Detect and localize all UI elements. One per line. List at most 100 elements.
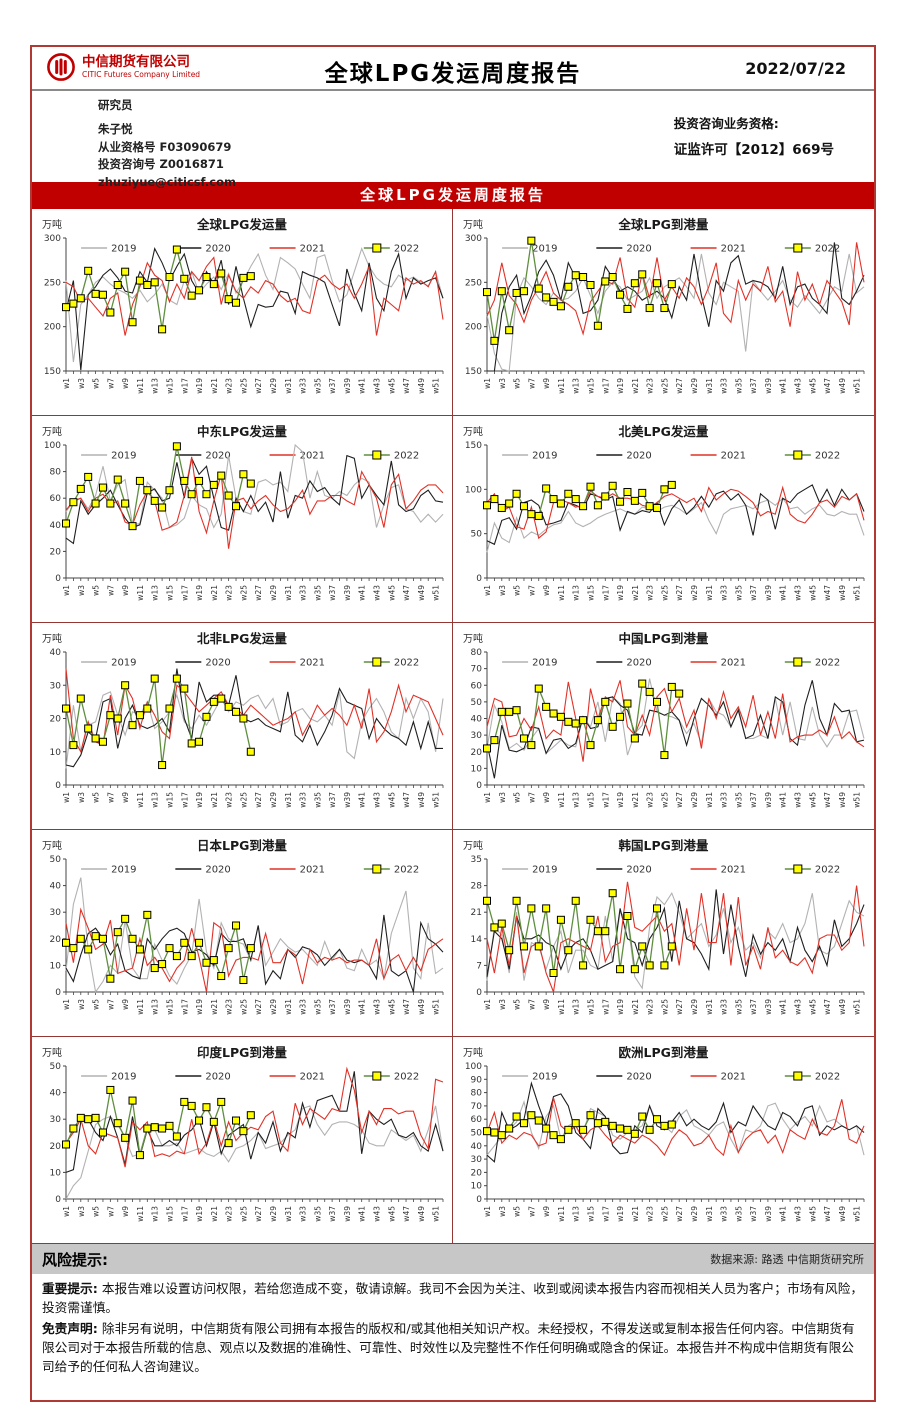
svg-text:w49: w49 <box>838 378 847 394</box>
report-header: 中信期货有限公司 CITIC Futures Company Limited 全… <box>32 47 874 91</box>
svg-text:w17: w17 <box>180 585 189 601</box>
svg-text:w11: w11 <box>557 378 566 394</box>
svg-text:w25: w25 <box>239 999 248 1015</box>
svg-text:w45: w45 <box>808 792 817 808</box>
svg-text:40: 40 <box>50 648 62 658</box>
svg-text:2021: 2021 <box>300 1072 325 1083</box>
svg-text:w35: w35 <box>313 792 322 808</box>
y-axis-unit: 万吨 <box>42 634 62 645</box>
svg-text:w3: w3 <box>498 1206 507 1217</box>
svg-text:w29: w29 <box>690 585 699 601</box>
svg-text:w5: w5 <box>513 378 522 389</box>
svg-text:20: 20 <box>471 1168 483 1178</box>
svg-text:2021: 2021 <box>300 244 325 255</box>
svg-text:w11: w11 <box>136 585 145 601</box>
svg-text:0: 0 <box>476 988 482 998</box>
svg-text:w15: w15 <box>165 1206 174 1222</box>
important-notice-text: 本报告难以设置访问权限，若给您造成不变，敬请谅解。我司不会因为关注、收到或阅读本… <box>42 1281 864 1316</box>
svg-text:w27: w27 <box>675 999 684 1015</box>
svg-text:2022: 2022 <box>394 451 419 462</box>
svg-text:w25: w25 <box>660 585 669 601</box>
svg-text:40: 40 <box>471 715 483 725</box>
svg-text:w1: w1 <box>62 792 71 803</box>
svg-text:0: 0 <box>55 988 61 998</box>
line-chart: 0 10 20 30 40 50 w1 w3 w5 w7 w9 w11 w13 w15 w17 w19 w21 w… <box>32 854 452 1030</box>
svg-text:w43: w43 <box>372 585 381 601</box>
svg-text:w11: w11 <box>557 1206 566 1222</box>
y-axis-unit: 万吨 <box>42 427 62 438</box>
svg-text:w5: w5 <box>513 585 522 596</box>
svg-text:w47: w47 <box>823 999 832 1015</box>
svg-text:w13: w13 <box>151 999 160 1015</box>
svg-text:100: 100 <box>465 485 482 495</box>
svg-text:w21: w21 <box>631 999 640 1015</box>
svg-text:w49: w49 <box>838 585 847 601</box>
researcher-name: 朱子悦 <box>98 121 133 136</box>
svg-text:w33: w33 <box>299 1206 308 1222</box>
svg-text:w17: w17 <box>180 999 189 1015</box>
line-chart: 0 10 20 30 40 50 60 70 80 90 100 w1 w3 w5 w7 w9 w11 w13 w1… <box>453 1061 874 1237</box>
qualification-line1: 投资咨询业务资格: <box>673 116 779 131</box>
svg-text:w31: w31 <box>284 378 293 394</box>
chart-cell-northamerica-shipment: 万吨 北美LPG发运量 0 50 100 150 w1 w3 w5 w7 w9 w11 w13 w15… <box>453 416 874 623</box>
svg-text:w1: w1 <box>62 378 71 389</box>
svg-text:50: 50 <box>471 698 483 708</box>
svg-text:w21: w21 <box>210 792 219 808</box>
chart-title: 中东LPG发运量 <box>197 424 287 439</box>
svg-text:0: 0 <box>55 781 61 791</box>
chart-title: 北美LPG发运量 <box>618 424 709 439</box>
svg-text:50: 50 <box>50 1062 62 1072</box>
svg-text:2022: 2022 <box>815 1072 840 1083</box>
svg-text:w5: w5 <box>92 999 101 1010</box>
svg-text:0: 0 <box>476 781 482 791</box>
svg-text:w17: w17 <box>601 585 610 601</box>
line-chart: 0 10 20 30 40 50 w1 w3 w5 w7 w9 w11 w13 w15 w17 w19 w21 w… <box>32 1061 452 1237</box>
chart-cell-india-arrival: 万吨 印度LPG到港量 0 10 20 30 40 50 w1 w3 w5 w7 w9 w11 w13 w… <box>32 1037 453 1244</box>
svg-text:w27: w27 <box>675 792 684 808</box>
line-chart: 150 200 250 300 w1 w3 w5 w7 w9 w11 w13 w15 w17 w19 w21… <box>453 233 874 409</box>
svg-text:w39: w39 <box>343 1206 352 1222</box>
svg-text:30: 30 <box>50 1115 62 1125</box>
svg-text:10: 10 <box>50 961 62 971</box>
svg-text:w49: w49 <box>838 792 847 808</box>
svg-text:w3: w3 <box>498 378 507 389</box>
svg-text:w37: w37 <box>328 378 337 394</box>
svg-text:w17: w17 <box>180 378 189 394</box>
disclaimer: 免责声明: 除非另有说明，中信期货有限公司拥有本报告的版权和/或其他相关知识产权。… <box>42 1319 864 1376</box>
svg-text:w5: w5 <box>92 792 101 803</box>
svg-text:w33: w33 <box>299 999 308 1015</box>
svg-text:w7: w7 <box>106 585 115 596</box>
svg-text:w1: w1 <box>483 585 492 596</box>
svg-text:w9: w9 <box>121 585 130 596</box>
svg-text:w13: w13 <box>151 792 160 808</box>
svg-text:w35: w35 <box>734 378 743 394</box>
svg-text:w37: w37 <box>328 1206 337 1222</box>
svg-text:w45: w45 <box>387 585 396 601</box>
svg-text:w25: w25 <box>660 792 669 808</box>
svg-text:70: 70 <box>471 665 483 675</box>
svg-text:21: 21 <box>471 908 482 918</box>
svg-text:w23: w23 <box>646 378 655 394</box>
svg-text:w9: w9 <box>542 999 551 1010</box>
svg-text:w47: w47 <box>402 792 411 808</box>
svg-text:2021: 2021 <box>721 658 746 669</box>
svg-text:w31: w31 <box>705 1206 714 1222</box>
svg-text:w9: w9 <box>542 792 551 803</box>
line-chart: 150 200 250 300 w1 w3 w5 w7 w9 w11 w13 w15 w17 w19 w21… <box>32 233 452 409</box>
svg-text:2021: 2021 <box>721 244 746 255</box>
svg-text:w9: w9 <box>121 999 130 1010</box>
svg-text:w31: w31 <box>705 999 714 1015</box>
svg-text:w37: w37 <box>749 999 758 1015</box>
svg-text:2019: 2019 <box>532 1072 557 1083</box>
svg-text:w15: w15 <box>586 792 595 808</box>
svg-text:w1: w1 <box>483 1206 492 1217</box>
chart-title: 欧洲LPG到港量 <box>618 1045 709 1060</box>
chart-cell-china-arrival: 万吨 中国LPG到港量 0 10 20 30 40 50 60 70 80 w1 w3 w5 w7 w9 w… <box>453 623 874 830</box>
svg-text:60: 60 <box>50 494 62 504</box>
svg-text:w37: w37 <box>749 1206 758 1222</box>
chart-title: 印度LPG到港量 <box>197 1045 287 1060</box>
svg-text:w39: w39 <box>343 378 352 394</box>
svg-text:40: 40 <box>50 1089 62 1099</box>
svg-text:w51: w51 <box>853 999 862 1015</box>
